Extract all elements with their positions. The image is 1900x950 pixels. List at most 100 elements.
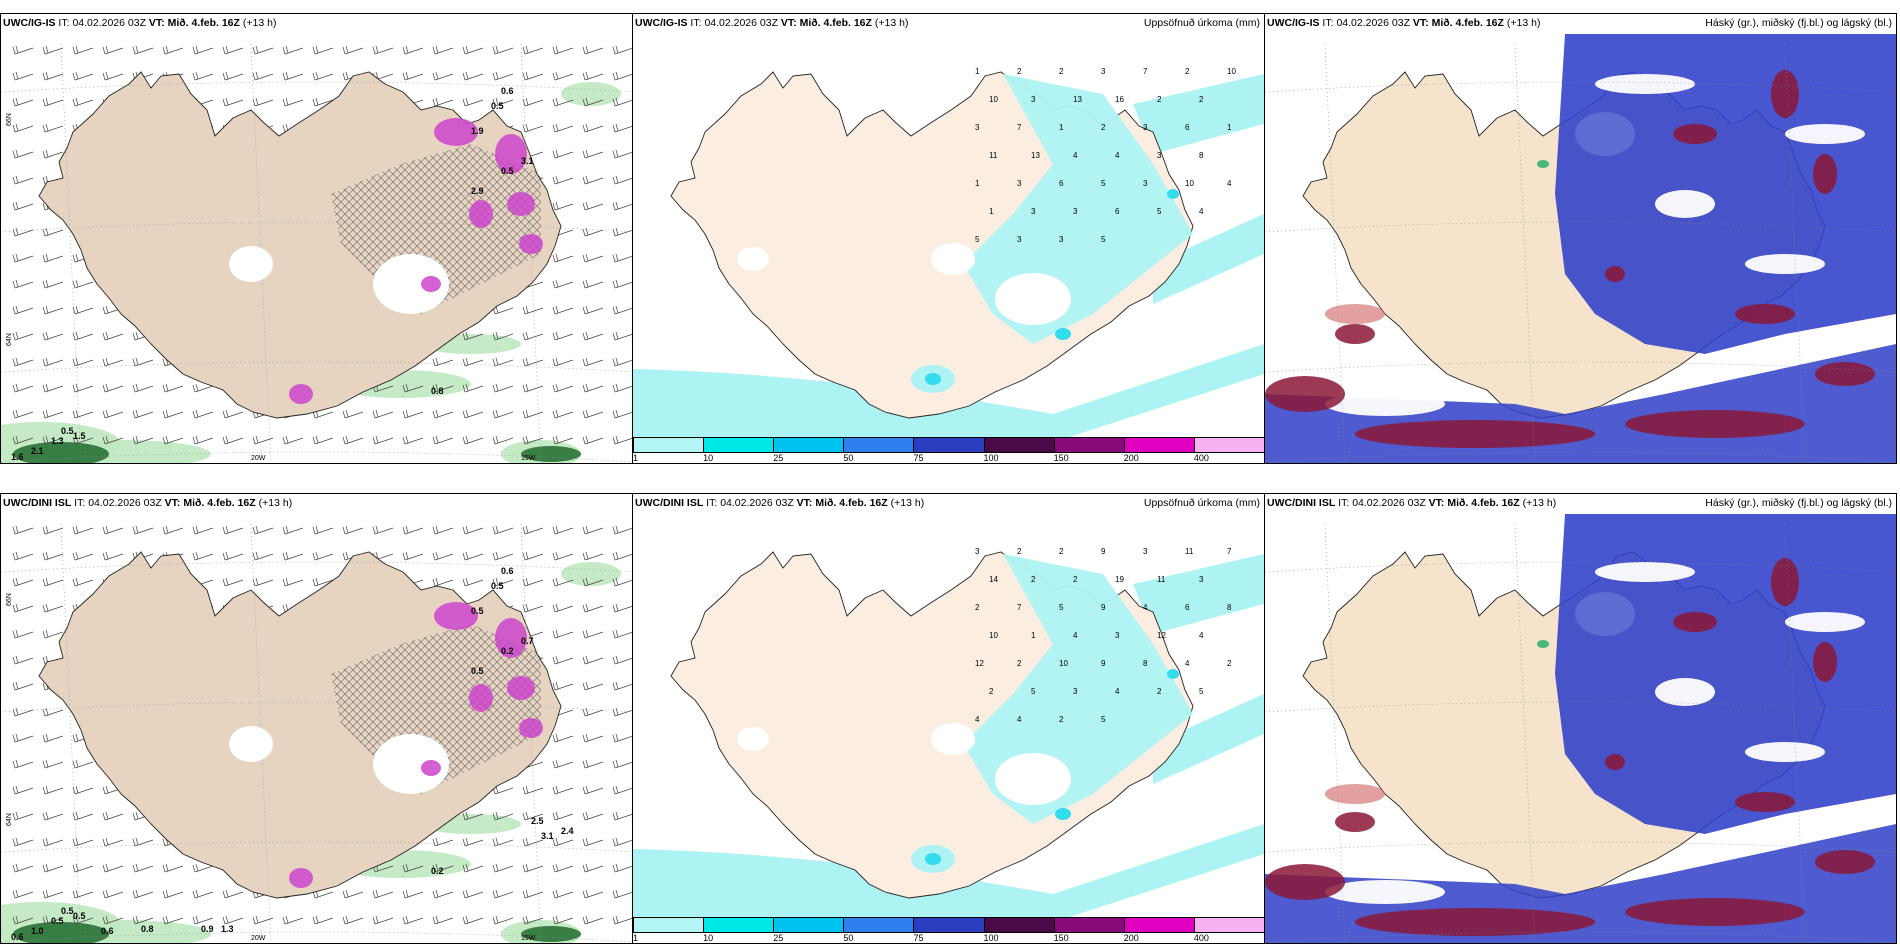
precip-value-label: 0.6 xyxy=(11,932,24,942)
no-precip-hole xyxy=(995,273,1071,325)
panel-wind-precip-bottom[interactable]: UWC/DINI ISL IT: 04.02.2026 03Z VT: Mið.… xyxy=(0,493,633,944)
precip-amount-label: 4 xyxy=(1115,151,1120,160)
precip-value-label: 1.3 xyxy=(221,924,234,934)
cloud-gap xyxy=(1655,678,1715,706)
colorbar-tick-label: 10 xyxy=(703,933,714,943)
wind-barb xyxy=(282,435,304,445)
light-precip-band xyxy=(633,824,1264,924)
wind-barb xyxy=(462,357,484,367)
precip-amount-label: 5 xyxy=(1199,687,1204,696)
wind-barb xyxy=(612,707,632,717)
wind-barb xyxy=(432,383,454,393)
precip-amount-label: 5 xyxy=(1031,687,1036,696)
wind-barb xyxy=(342,45,364,55)
wind-barb xyxy=(342,889,364,899)
wind-barb xyxy=(12,759,34,769)
low-cloud-area xyxy=(1815,362,1875,386)
wind-barb xyxy=(492,889,514,899)
wind-barb xyxy=(552,253,574,263)
wind-barb xyxy=(582,305,604,315)
wind-barb xyxy=(102,435,124,445)
wind-barb xyxy=(552,201,574,211)
wind-barb xyxy=(612,175,632,185)
lon-label-20w: 20W xyxy=(251,455,266,462)
wind-barb xyxy=(432,409,454,419)
precip-amount-label: 6 xyxy=(1185,603,1190,612)
wind-barb xyxy=(552,551,574,561)
precip-amount-label: 11 xyxy=(989,151,998,160)
precip-amount-label: 9 xyxy=(1101,547,1106,556)
precip-value-label: 0.8 xyxy=(431,386,444,396)
wind-barb xyxy=(12,525,34,535)
low-cloud-area xyxy=(1815,850,1875,874)
precip-amount-label: 3 xyxy=(975,547,980,556)
precip-value-label: 0.5 xyxy=(491,101,504,111)
wind-barb xyxy=(282,525,304,535)
precip-amount-label: 2 xyxy=(1073,575,1078,584)
wind-barb xyxy=(552,889,574,899)
heavy-precip-cell xyxy=(421,276,441,292)
precip-amount-label: 5 xyxy=(1101,715,1106,724)
wind-barb xyxy=(12,331,34,341)
precip-amount-label: 3 xyxy=(1143,123,1148,132)
panel-accum-precip-top[interactable]: UWC/IG-IS IT: 04.02.2026 03Z VT: Mið. 4.… xyxy=(632,13,1265,464)
heavy-precip-cell xyxy=(519,234,543,254)
lat-line xyxy=(1265,221,1896,233)
wind-barb xyxy=(12,123,34,133)
panel-clouds-top[interactable]: UWC/IG-IS IT: 04.02.2026 03Z VT: Mið. 4.… xyxy=(1264,13,1897,464)
colorbar-tick-label: 10 xyxy=(703,453,714,463)
wind-barb xyxy=(552,863,574,873)
wind-barb xyxy=(12,733,34,743)
wind-barb xyxy=(312,577,334,587)
panel-accum-precip-bottom[interactable]: UWC/DINI ISL IT: 04.02.2026 03Z VT: Mið.… xyxy=(632,493,1265,944)
low-cloud-area xyxy=(1771,70,1799,118)
wind-barb xyxy=(222,889,244,899)
precip-amount-label: 3 xyxy=(1017,235,1022,244)
precip-amount-label: 4 xyxy=(975,715,980,724)
wind-barb xyxy=(102,525,124,535)
precip-amount-label: 3 xyxy=(1101,67,1106,76)
heavy-precip-cell xyxy=(495,618,527,658)
precip-amount-label: 2 xyxy=(1031,575,1036,584)
wind-barb xyxy=(492,915,514,925)
lat-line xyxy=(1,221,632,233)
precip-amount-label: 8 xyxy=(1227,603,1232,612)
wind-barb xyxy=(72,331,94,341)
colorbar-swatch xyxy=(633,437,705,453)
colorbar-swatch xyxy=(913,917,985,933)
wind-barb xyxy=(12,681,34,691)
lat-line xyxy=(1,451,632,463)
panel-field-title: Háský (gr.), miðský (fj.bl.) og lágský (… xyxy=(1705,17,1892,29)
wind-barb xyxy=(522,525,544,535)
wind-barb xyxy=(222,45,244,55)
wind-barb xyxy=(12,577,34,587)
heavy-precip-cell xyxy=(1167,189,1179,199)
high-cloud-area xyxy=(1575,112,1635,156)
heavy-precip-cell xyxy=(507,676,535,700)
wind-barb xyxy=(192,551,214,561)
precip-value-label: 0.5 xyxy=(471,606,484,616)
no-data-area xyxy=(373,254,449,314)
panel-wind-precip-top[interactable]: UWC/IG-IS IT: 04.02.2026 03Z VT: Mið. 4.… xyxy=(0,13,633,464)
precip-value-label: 0.5 xyxy=(61,906,74,916)
wind-barb xyxy=(42,357,64,367)
precip-amount-label: 10 xyxy=(989,95,998,104)
wind-barb xyxy=(462,577,484,587)
wind-barb xyxy=(492,45,514,55)
wind-barb xyxy=(432,357,454,367)
wind-barb xyxy=(282,71,304,81)
precip-amount-label: 5 xyxy=(1059,603,1064,612)
heavy-precip-cell xyxy=(421,760,441,776)
cloud-gap xyxy=(1325,880,1445,904)
wind-barb xyxy=(102,71,124,81)
wind-barb xyxy=(582,435,604,445)
wind-barb xyxy=(72,525,94,535)
wind-barb xyxy=(12,201,34,211)
panel-clouds-bottom[interactable]: UWC/DINI ISL IT: 04.02.2026 03Z VT: Mið.… xyxy=(1264,493,1897,944)
wind-barb xyxy=(432,863,454,873)
wind-barb xyxy=(582,759,604,769)
wind-barb xyxy=(612,305,632,315)
wind-barb xyxy=(432,71,454,81)
wind-barb xyxy=(582,71,604,81)
precip-amount-label: 4 xyxy=(1073,151,1078,160)
